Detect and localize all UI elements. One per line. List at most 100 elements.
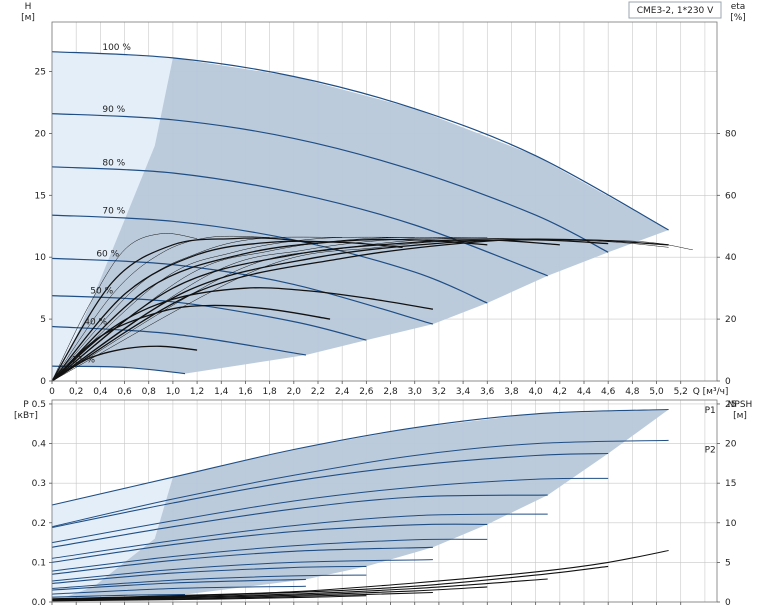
head-speed-curve	[51, 113, 609, 253]
power-y-tick-label: 0.5	[32, 400, 46, 410]
p1-curve	[51, 546, 433, 575]
y2-tick-label: 60	[725, 191, 737, 201]
x-tick-label: 4,0	[528, 387, 543, 397]
y2-axis-label: eta	[731, 2, 746, 12]
p2-curve	[51, 439, 669, 528]
npsh-curve	[51, 586, 488, 601]
x-tick-label: 4,2	[553, 387, 567, 397]
y2-axis-unit: [%]	[730, 13, 746, 23]
eta-curve	[51, 238, 488, 382]
x-tick-label: 2,0	[287, 387, 302, 397]
y-tick-label: 0	[40, 377, 46, 387]
operating-region-layer	[52, 51, 669, 600]
head-speed-curve	[51, 295, 367, 341]
p2-curve	[51, 574, 367, 589]
power-y-tick-label: 0.2	[32, 519, 46, 529]
x-tick-label: 0,4	[93, 387, 108, 397]
p1-curve	[51, 408, 669, 506]
npsh-curve	[51, 591, 433, 601]
x-tick-label: 2,8	[383, 387, 398, 397]
p1-curve	[51, 565, 367, 584]
y-tick-label: 10	[35, 253, 47, 263]
npsh-curve	[51, 549, 669, 600]
x-tick-label: 3,0	[408, 387, 423, 397]
x-tick-label: 1,2	[190, 387, 204, 397]
curves-layer	[51, 51, 693, 602]
p2-curve	[51, 477, 609, 544]
x-tick-label: 3,6	[480, 387, 495, 397]
y2-tick-label: 20	[725, 315, 737, 325]
p1-curve	[51, 593, 186, 598]
y-tick-label: 5	[40, 315, 46, 325]
npsh-axis-unit: [м]	[733, 411, 747, 421]
eta-curve-thin	[51, 236, 415, 382]
x-tick-label: 1,4	[214, 387, 229, 397]
npsh-tick-label: 10	[725, 519, 737, 529]
npsh-curve	[51, 578, 548, 601]
npsh-tick-label: 25	[725, 400, 736, 410]
npsh-curve	[51, 595, 367, 602]
p2-curve	[51, 559, 433, 582]
x-tick-label: 4,8	[625, 387, 640, 397]
x-tick-label: 0	[49, 387, 55, 397]
eta-curve	[51, 240, 403, 382]
eta-curve-thin	[51, 236, 343, 382]
x-tick-label: 5,2	[674, 387, 688, 397]
x-tick-label: 3,4	[456, 387, 471, 397]
power-legend-label: P2	[705, 446, 716, 456]
head-speed-curve	[51, 325, 306, 356]
eta-curve	[51, 287, 434, 382]
x-tick-label: 1,0	[166, 387, 181, 397]
x-tick-label: 4,6	[601, 387, 616, 397]
chart-title: CME3-2, 1*230 V	[637, 6, 714, 16]
x-tick-label: 1,6	[238, 387, 253, 397]
frame-layer	[49, 21, 720, 605]
npsh-tick-label: 5	[725, 558, 731, 568]
x-tick-label: 3,2	[432, 387, 446, 397]
eta-curve	[51, 345, 198, 382]
y2-tick-label: 0	[725, 377, 731, 387]
head-frame	[51, 21, 718, 382]
speed-curve-label: 90 %	[102, 105, 125, 115]
p1-curve	[51, 578, 306, 591]
npsh-axis-label: NPSH	[728, 400, 753, 410]
x-axis-label: Q [м³/ч]	[693, 387, 729, 397]
y-tick-label: 20	[35, 129, 47, 139]
npsh-tick-label: 20	[725, 440, 737, 450]
p2-curve	[51, 585, 306, 595]
power-y-tick-label: 0.3	[32, 479, 46, 489]
x-tick-label: 0,8	[142, 387, 157, 397]
eta-curve-thin	[51, 235, 270, 382]
x-tick-label: 2,4	[335, 387, 350, 397]
speed-curve-label: 21 %	[72, 355, 95, 365]
x-tick-label: 2,2	[311, 387, 325, 397]
head-speed-curve	[51, 214, 488, 304]
p2-curve	[51, 513, 548, 559]
speed-curve-label: 60 %	[96, 250, 119, 260]
y-axis-unit: [м]	[21, 13, 35, 23]
y-axis-label: H	[25, 2, 32, 12]
y2-tick-label: 80	[725, 129, 737, 139]
p2-curve	[51, 538, 488, 572]
x-tick-label: 5,0	[649, 387, 664, 397]
power-y-axis-unit: [кВт]	[14, 411, 38, 421]
eta-curve	[51, 237, 319, 382]
eta-curve-thin	[51, 238, 669, 382]
x-tick-label: 1,8	[262, 387, 277, 397]
y-tick-label: 25	[35, 68, 46, 78]
y-tick-label: 15	[35, 191, 46, 201]
power-y-tick-label: 0.1	[32, 558, 46, 568]
eta-curve-thin	[51, 237, 488, 382]
npsh-curve	[51, 565, 609, 600]
eta-curve-thin	[51, 239, 693, 382]
speed-curve-label: 50 %	[90, 286, 113, 296]
head-speed-curve	[51, 51, 669, 231]
y2-tick-label: 40	[725, 253, 737, 263]
speed-curve-label: 70 %	[102, 207, 125, 217]
x-tick-label: 0,6	[117, 387, 132, 397]
head-operating-region	[52, 51, 669, 374]
x-tick-label: 0,2	[69, 387, 83, 397]
